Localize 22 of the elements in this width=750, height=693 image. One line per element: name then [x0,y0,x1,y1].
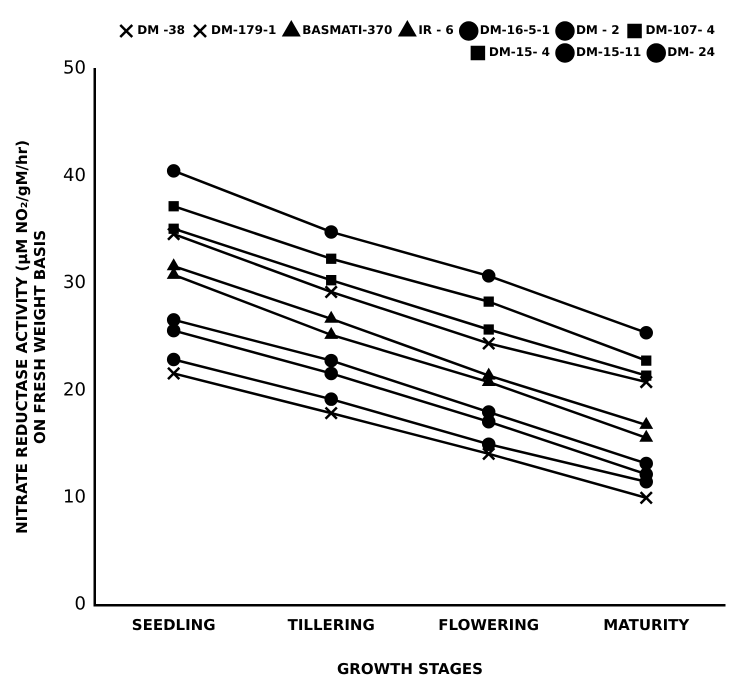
y-tick-label: 50 [63,58,86,79]
x-tick-label: TILLERING [288,616,375,634]
y-tick-label: 20 [63,379,86,400]
x-tick-label: FLOWERING [438,616,540,634]
y-tick-label: 40 [63,164,86,186]
legend-label: DM -38 [137,23,186,38]
legend-label: DM-15-11 [576,45,642,60]
legend-label: DM-16-5-1 [480,23,550,38]
legend-label: DM-179-1 [211,23,276,38]
y-tick-label: 0 [74,594,86,615]
x-axis-title: GROWTH STAGES [336,660,483,678]
legend-label: DM- 24 [667,45,716,60]
legend-label: DM-15- 4 [488,45,550,60]
x-tick-label: MATURITY [603,616,690,634]
legend-label: DM - 2 [576,23,620,38]
x-tick-label: SEEDLING [132,616,216,634]
legend-label: BASMATI-370 [302,23,392,38]
y-tick-label: 30 [63,272,86,294]
y-tick-label: 10 [63,486,86,508]
y-axis-title: NITRATE REDUCTASE ACTIVITY (μM NO₂/gM/hr) ON FRESH WEIGHT BASIS [12,140,49,534]
legend-label: DM-107- 4 [646,23,716,38]
legend-label: IR - 6 [418,23,454,38]
